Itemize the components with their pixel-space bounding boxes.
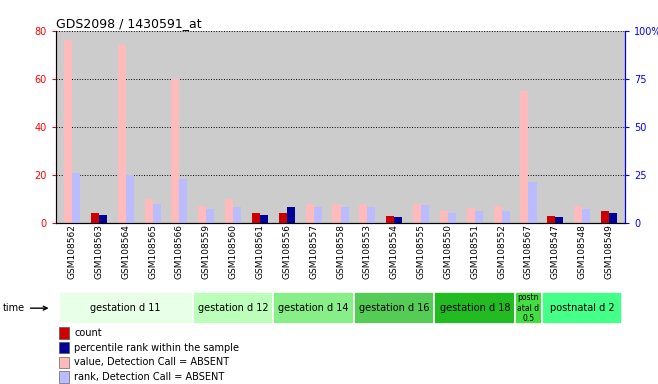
Bar (354, 292, 434, 324)
Text: gestation d 11: gestation d 11 (91, 303, 161, 313)
Text: GSM108565: GSM108565 (148, 224, 157, 279)
Bar (386, 215, 394, 223)
Bar (252, 213, 260, 223)
Bar (394, 217, 402, 223)
Text: GSM108556: GSM108556 (282, 224, 291, 279)
Bar (305, 204, 314, 223)
Bar (273, 292, 354, 324)
Text: GSM108549: GSM108549 (605, 224, 613, 279)
Bar (555, 217, 563, 223)
Text: GSM108555: GSM108555 (417, 224, 426, 279)
Text: GSM108567: GSM108567 (524, 224, 533, 279)
Bar (367, 207, 376, 223)
Bar (547, 215, 555, 223)
Bar (59, 292, 193, 324)
Bar (126, 175, 134, 223)
Text: GSM108547: GSM108547 (551, 224, 560, 279)
Bar (341, 207, 349, 223)
Text: GSM108561: GSM108561 (255, 224, 265, 279)
Text: GSM108559: GSM108559 (202, 224, 211, 279)
Text: GSM108553: GSM108553 (363, 224, 372, 279)
Bar (59, 342, 69, 353)
Bar (193, 292, 273, 324)
Text: GSM108563: GSM108563 (94, 224, 103, 279)
Bar (574, 206, 582, 223)
Text: GSM108551: GSM108551 (470, 224, 479, 279)
Text: GSM108560: GSM108560 (228, 224, 238, 279)
Bar (99, 215, 107, 223)
Bar (225, 199, 233, 223)
Bar (59, 357, 69, 368)
Bar (601, 211, 609, 223)
Bar (332, 204, 341, 223)
Text: rank, Detection Call = ABSENT: rank, Detection Call = ABSENT (74, 372, 224, 382)
Bar (279, 213, 287, 223)
Bar (413, 204, 421, 223)
Text: GSM108562: GSM108562 (68, 224, 76, 279)
Bar (359, 204, 367, 223)
Bar (198, 206, 206, 223)
Bar (434, 292, 515, 324)
Text: GSM108550: GSM108550 (443, 224, 453, 279)
Bar (467, 208, 475, 223)
Bar (59, 327, 69, 339)
Bar (314, 207, 322, 223)
Bar (421, 205, 429, 223)
Bar (59, 371, 69, 383)
Text: GSM108548: GSM108548 (578, 224, 587, 279)
Bar (180, 179, 188, 223)
Text: postn
atal d
0.5: postn atal d 0.5 (517, 293, 540, 323)
Bar (528, 182, 536, 223)
Text: time: time (3, 303, 47, 313)
Bar (91, 213, 99, 223)
Text: GSM108558: GSM108558 (336, 224, 345, 279)
Bar (171, 79, 180, 223)
Bar (153, 204, 161, 223)
Bar (440, 211, 448, 223)
Bar (494, 206, 501, 223)
Bar (582, 209, 590, 223)
Bar (233, 207, 241, 223)
Bar (448, 213, 456, 223)
Text: postnatal d 2: postnatal d 2 (550, 303, 615, 313)
Text: GSM108564: GSM108564 (121, 224, 130, 279)
Text: gestation d 12: gestation d 12 (198, 303, 268, 313)
Bar (520, 91, 528, 223)
Bar (609, 213, 617, 223)
Text: percentile rank within the sample: percentile rank within the sample (74, 343, 239, 353)
Bar (287, 207, 295, 223)
Text: value, Detection Call = ABSENT: value, Detection Call = ABSENT (74, 358, 229, 367)
Text: gestation d 18: gestation d 18 (440, 303, 510, 313)
Bar (145, 199, 153, 223)
Bar (542, 292, 622, 324)
Bar (118, 45, 126, 223)
Text: gestation d 14: gestation d 14 (278, 303, 349, 313)
Text: GSM108554: GSM108554 (390, 224, 399, 279)
Bar (206, 209, 215, 223)
Bar (475, 211, 483, 223)
Text: GSM108566: GSM108566 (175, 224, 184, 279)
Bar (501, 211, 510, 223)
Bar (515, 292, 542, 324)
Bar (64, 40, 72, 223)
Text: count: count (74, 328, 102, 338)
Text: GDS2098 / 1430591_at: GDS2098 / 1430591_at (56, 17, 201, 30)
Text: GSM108557: GSM108557 (309, 224, 318, 279)
Text: GSM108552: GSM108552 (497, 224, 506, 279)
Bar (72, 173, 80, 223)
Bar (260, 215, 268, 223)
Text: gestation d 16: gestation d 16 (359, 303, 430, 313)
